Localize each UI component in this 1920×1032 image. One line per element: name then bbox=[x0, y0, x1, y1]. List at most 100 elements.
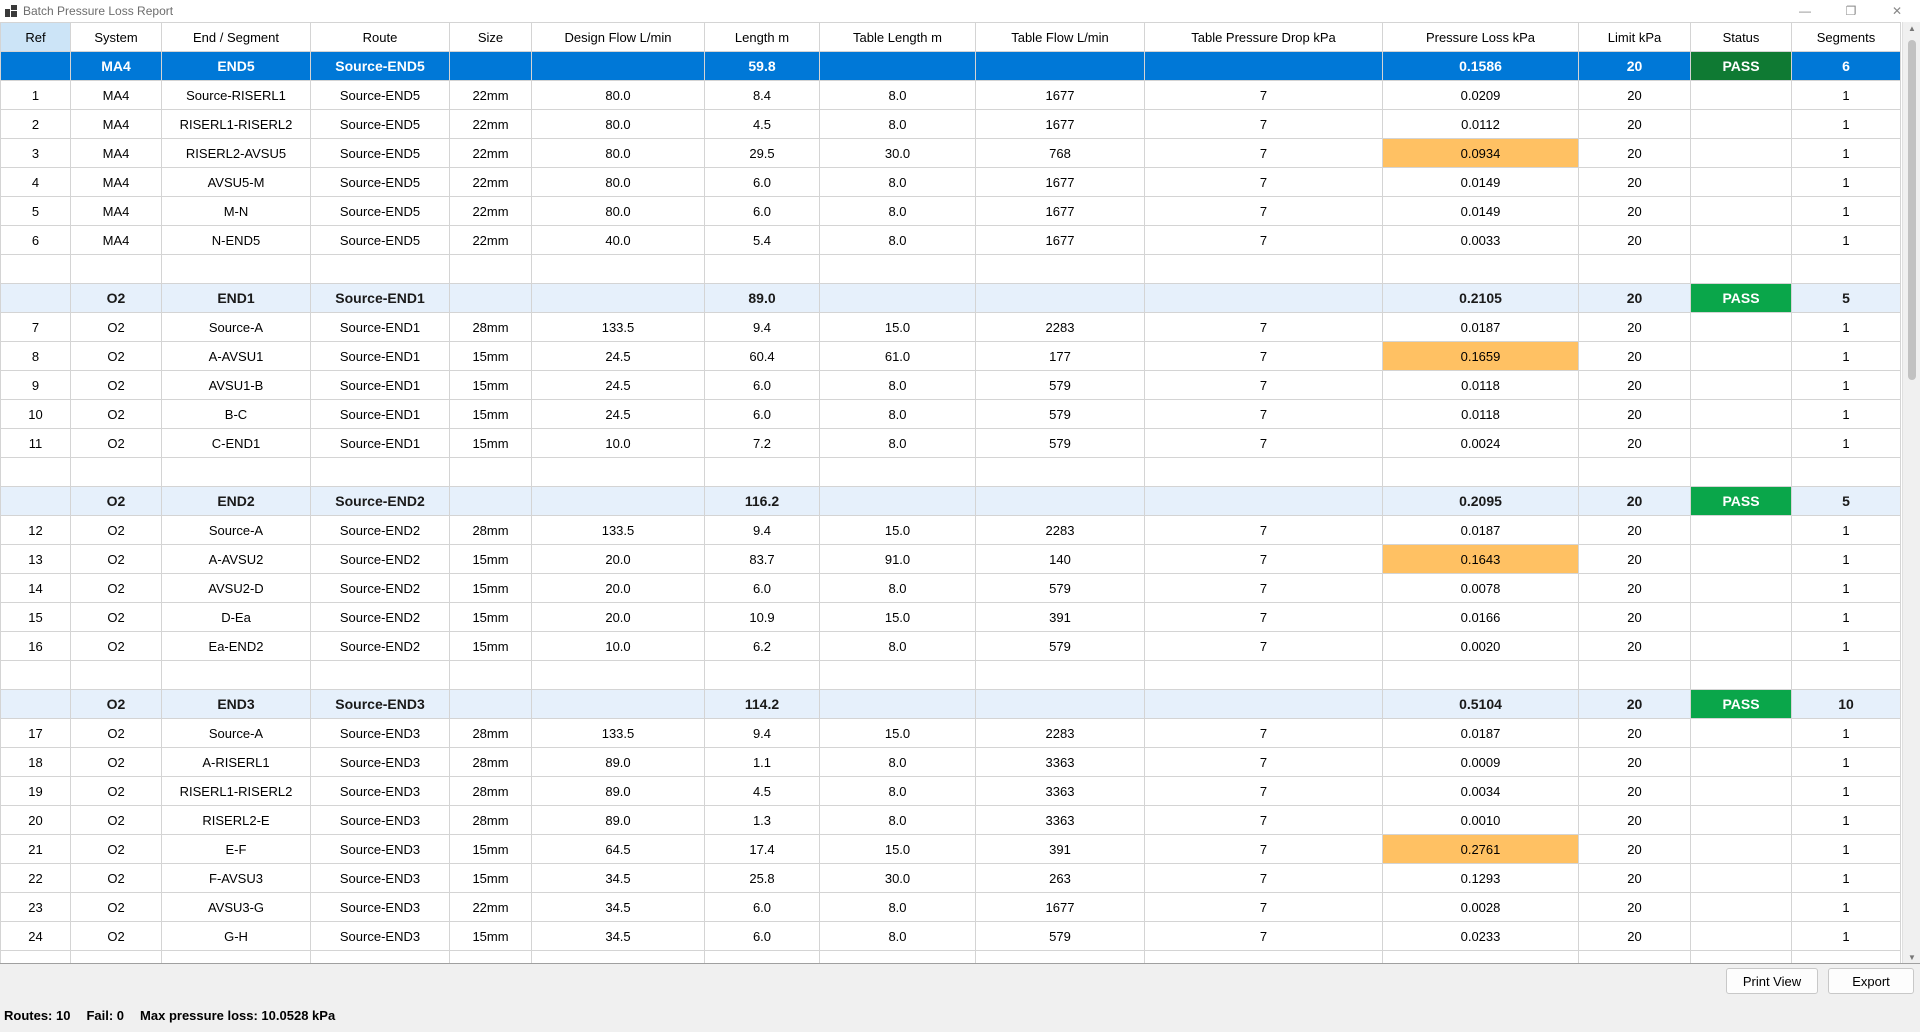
minimize-icon[interactable]: — bbox=[1799, 4, 1811, 18]
table-row[interactable]: 19 O2 RISERL1-RISERL2 Source-END3 28mm 89.0 4.… bbox=[0, 776, 1901, 806]
column-header[interactable]: Size bbox=[449, 22, 532, 52]
table-length-cell bbox=[819, 689, 976, 719]
column-header[interactable]: End / Segment bbox=[161, 22, 311, 52]
segment-cell: D-Ea bbox=[161, 602, 311, 632]
table-row[interactable]: 20 O2 RISERL2-E Source-END3 28mm 89.0 1.3 8.0 33… bbox=[0, 805, 1901, 835]
route-cell: Source-END3 bbox=[310, 747, 450, 777]
column-header[interactable]: Table Pressure Drop kPa bbox=[1144, 22, 1383, 52]
empty-cell bbox=[531, 254, 705, 284]
table-flow-cell: 1677 bbox=[975, 109, 1145, 139]
column-header[interactable]: Ref bbox=[0, 22, 71, 52]
table-row[interactable]: 8 O2 A-AVSU1 Source-END1 15mm 24.5 60.4 61.0 177… bbox=[0, 341, 1901, 371]
table-row[interactable] bbox=[0, 950, 1901, 963]
route-cell: Source-END2 bbox=[310, 515, 450, 545]
status-cell bbox=[1690, 834, 1792, 864]
table-pressure-drop-cell: 7 bbox=[1144, 225, 1383, 255]
design-flow-cell bbox=[531, 486, 705, 516]
table-row[interactable]: 22 O2 F-AVSU3 Source-END3 15mm 34.5 25.8 30.0 26… bbox=[0, 863, 1901, 893]
close-icon[interactable]: ✕ bbox=[1891, 4, 1903, 18]
table-row[interactable]: 14 O2 AVSU2-D Source-END2 15mm 20.0 6.0 8.0 579 7… bbox=[0, 573, 1901, 603]
limit-cell: 20 bbox=[1578, 399, 1691, 429]
limit-cell: 20 bbox=[1578, 602, 1691, 632]
column-header[interactable]: Limit kPa bbox=[1578, 22, 1691, 52]
size-cell: 15mm bbox=[449, 573, 532, 603]
segment-cell: C-END1 bbox=[161, 428, 311, 458]
length-cell: 5.4 bbox=[704, 225, 820, 255]
column-header[interactable]: Length m bbox=[704, 22, 820, 52]
scrollbar-thumb[interactable] bbox=[1908, 40, 1916, 380]
table-row[interactable]: 2 MA4 RISERL1-RISERL2 Source-END5 22mm 80.0 4.… bbox=[0, 109, 1901, 139]
column-header[interactable]: System bbox=[70, 22, 162, 52]
empty-cell bbox=[310, 950, 450, 963]
column-header[interactable]: Design Flow L/min bbox=[531, 22, 705, 52]
route-summary-row[interactable]: O2 END1 Source-END1 89.0 0.2105 20 PASS 5 bbox=[0, 283, 1901, 313]
route-summary-row[interactable]: O2 END3 Source-END3 114.2 0.5104 20 PASS 10 bbox=[0, 689, 1901, 719]
table-row[interactable]: 3 MA4 RISERL2-AVSU5 Source-END5 22mm 80.0 29.5… bbox=[0, 138, 1901, 168]
table-row[interactable]: 1 MA4 Source-RISERL1 Source-END5 22mm 80.0 8.4… bbox=[0, 80, 1901, 110]
table-row[interactable]: 10 O2 B-C Source-END1 15mm 24.5 6.0 8.0 579 7 0.01… bbox=[0, 399, 1901, 429]
ref-cell bbox=[0, 51, 71, 81]
vertical-scrollbar[interactable]: ▲ ▼ bbox=[1902, 22, 1920, 963]
empty-cell bbox=[704, 254, 820, 284]
empty-cell bbox=[310, 660, 450, 690]
empty-cell bbox=[1578, 660, 1691, 690]
empty-cell bbox=[0, 254, 71, 284]
table-row[interactable]: 23 O2 AVSU3-G Source-END3 22mm 34.5 6.0 8.0 1677… bbox=[0, 892, 1901, 922]
restore-icon[interactable]: ❐ bbox=[1845, 4, 1857, 18]
design-flow-cell: 80.0 bbox=[531, 167, 705, 197]
table-pressure-drop-cell: 7 bbox=[1144, 428, 1383, 458]
segment-cell: M-N bbox=[161, 196, 311, 226]
empty-cell bbox=[1690, 457, 1792, 487]
column-header[interactable]: Segments bbox=[1791, 22, 1901, 52]
length-cell: 6.0 bbox=[704, 167, 820, 197]
table-row[interactable]: 7 O2 Source-A Source-END1 28mm 133.5 9.4 15.0 22… bbox=[0, 312, 1901, 342]
column-header[interactable]: Table Length m bbox=[819, 22, 976, 52]
segment-cell: RISERL2-E bbox=[161, 805, 311, 835]
ref-cell: 10 bbox=[0, 399, 71, 429]
system-cell: O2 bbox=[70, 921, 162, 951]
scroll-up-icon[interactable]: ▲ bbox=[1908, 24, 1916, 33]
pressure-loss-table: Ref System End / Segment Route Size Design Fl… bbox=[0, 22, 1901, 963]
table-flow-cell: 3363 bbox=[975, 747, 1145, 777]
length-cell: 114.2 bbox=[704, 689, 820, 719]
print-view-button[interactable]: Print View bbox=[1726, 968, 1818, 994]
empty-cell bbox=[1791, 660, 1901, 690]
table-row[interactable]: 5 MA4 M-N Source-END5 22mm 80.0 6.0 8.0 1677 7 0.0… bbox=[0, 196, 1901, 226]
table-row[interactable]: 21 O2 E-F Source-END3 15mm 64.5 17.4 15.0 391 7 0.… bbox=[0, 834, 1901, 864]
column-header[interactable]: Route bbox=[310, 22, 450, 52]
length-cell: 89.0 bbox=[704, 283, 820, 313]
route-summary-row[interactable]: O2 END2 Source-END2 116.2 0.2095 20 PASS 5 bbox=[0, 486, 1901, 516]
table-row[interactable]: 16 O2 Ea-END2 Source-END2 15mm 10.0 6.2 8.0 579 7… bbox=[0, 631, 1901, 661]
table-length-cell: 15.0 bbox=[819, 312, 976, 342]
scroll-down-icon[interactable]: ▼ bbox=[1908, 953, 1916, 962]
report-grid[interactable]: Ref System End / Segment Route Size Design Fl… bbox=[0, 22, 1920, 964]
column-header[interactable]: Status bbox=[1690, 22, 1792, 52]
status-cell bbox=[1690, 863, 1792, 893]
table-row[interactable]: 9 O2 AVSU1-B Source-END1 15mm 24.5 6.0 8.0 579 7 0… bbox=[0, 370, 1901, 400]
table-length-cell: 8.0 bbox=[819, 805, 976, 835]
column-header[interactable]: Pressure Loss kPa bbox=[1382, 22, 1579, 52]
table-row[interactable]: 17 O2 Source-A Source-END3 28mm 133.5 9.4 15.0 2… bbox=[0, 718, 1901, 748]
table-flow-cell bbox=[975, 486, 1145, 516]
table-row[interactable]: 18 O2 A-RISERL1 Source-END3 28mm 89.0 1.1 8.0 33… bbox=[0, 747, 1901, 777]
table-row[interactable]: 13 O2 A-AVSU2 Source-END2 15mm 20.0 83.7 91.0 14… bbox=[0, 544, 1901, 574]
size-cell: 15mm bbox=[449, 631, 532, 661]
limit-cell: 20 bbox=[1578, 747, 1691, 777]
table-row[interactable]: 24 O2 G-H Source-END3 15mm 34.5 6.0 8.0 579 7 0.02… bbox=[0, 921, 1901, 951]
table-row[interactable]: 12 O2 Source-A Source-END2 28mm 133.5 9.4 15.0 2… bbox=[0, 515, 1901, 545]
length-cell: 25.8 bbox=[704, 863, 820, 893]
route-summary-row[interactable]: MA4 END5 Source-END5 59.8 0.1586 20 PASS 6 bbox=[0, 51, 1901, 81]
table-pressure-drop-cell: 7 bbox=[1144, 834, 1383, 864]
empty-cell bbox=[531, 457, 705, 487]
size-cell: 22mm bbox=[449, 225, 532, 255]
table-row[interactable]: 11 O2 C-END1 Source-END1 15mm 10.0 7.2 8.0 579 7 0… bbox=[0, 428, 1901, 458]
system-cell: O2 bbox=[70, 544, 162, 574]
segments-cell: 1 bbox=[1791, 80, 1901, 110]
table-row[interactable]: 15 O2 D-Ea Source-END2 15mm 20.0 10.9 15.0 391 7 0… bbox=[0, 602, 1901, 632]
table-row[interactable]: 4 MA4 AVSU5-M Source-END5 22mm 80.0 6.0 8.0 1677… bbox=[0, 167, 1901, 197]
column-header[interactable]: Table Flow L/min bbox=[975, 22, 1145, 52]
status-cell bbox=[1690, 805, 1792, 835]
export-button[interactable]: Export bbox=[1828, 968, 1914, 994]
ref-cell: 17 bbox=[0, 718, 71, 748]
table-row[interactable]: 6 MA4 N-END5 Source-END5 22mm 40.0 5.4 8.0 1677 7… bbox=[0, 225, 1901, 255]
